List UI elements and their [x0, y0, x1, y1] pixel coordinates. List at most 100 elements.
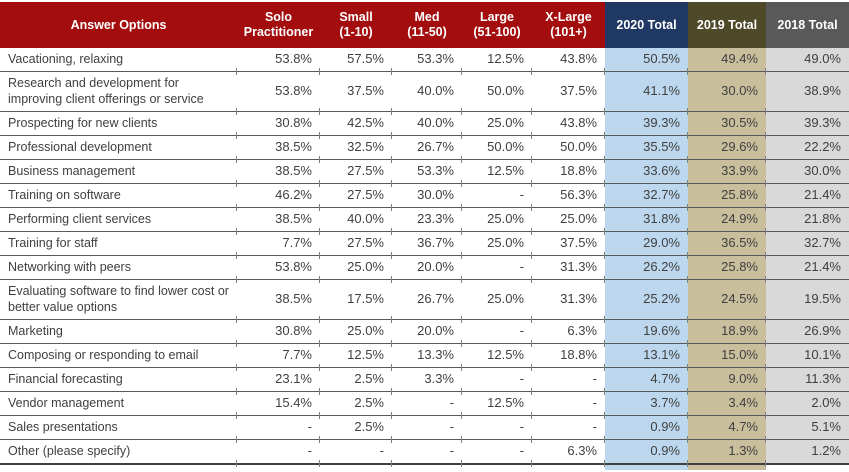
- value-cell: -: [319, 439, 392, 466]
- column-header-answer-options: Answer Options: [0, 2, 237, 48]
- value-cell: 41.1%: [604, 71, 688, 115]
- value-cell: 15.4%: [236, 391, 320, 419]
- value-cell: 12.5%: [319, 343, 392, 371]
- value-cell: 50.0%: [461, 71, 532, 115]
- value-cell: 12.5%: [461, 48, 532, 75]
- value-cell: 30.8%: [236, 319, 320, 347]
- row-label: Prospecting for new clients: [0, 111, 237, 136]
- header-row: Answer Options Solo Practitioner Small (1-…: [0, 2, 849, 48]
- row-label: Business management: [0, 159, 237, 184]
- value-cell: 26.2%: [604, 255, 688, 283]
- value-cell: 53.8%: [236, 71, 320, 115]
- value-cell: 29.0%: [604, 231, 688, 259]
- value-cell: 32.7%: [604, 183, 688, 211]
- value-cell: 23.1%: [236, 367, 320, 395]
- strip-cell: [0, 464, 237, 470]
- strip-cell: [766, 464, 849, 470]
- value-cell: 17.5%: [319, 279, 392, 323]
- value-cell: 21.8%: [765, 207, 849, 235]
- value-cell: 23.3%: [391, 207, 462, 235]
- value-cell: 40.0%: [391, 71, 462, 115]
- value-cell: 4.7%: [604, 367, 688, 395]
- strip-cell: [392, 464, 462, 470]
- value-cell: 12.5%: [461, 343, 532, 371]
- table-row: Professional development 38.5% 32.5% 26.7% 5…: [0, 135, 849, 163]
- column-header-2019-total: 2019 Total: [688, 2, 766, 48]
- value-cell: 27.5%: [319, 183, 392, 211]
- value-cell: 13.1%: [604, 343, 688, 371]
- value-cell: 2.5%: [319, 391, 392, 419]
- value-cell: 53.3%: [391, 159, 462, 187]
- row-label: Training on software: [0, 183, 237, 208]
- value-cell: -: [391, 391, 462, 419]
- row-label: Financial forecasting: [0, 367, 237, 392]
- value-cell: 24.9%: [687, 207, 766, 235]
- value-cell: -: [236, 439, 320, 466]
- table-row: Evaluating software to find lower cost o…: [0, 279, 849, 323]
- value-cell: 30.0%: [687, 71, 766, 115]
- column-header-large-51-100: Large (51-100): [462, 2, 532, 48]
- value-cell: -: [531, 391, 605, 419]
- value-cell: 50.0%: [461, 135, 532, 163]
- value-cell: 38.5%: [236, 135, 320, 163]
- value-cell: 25.0%: [461, 207, 532, 235]
- value-cell: 43.8%: [531, 48, 605, 75]
- table-row: Vacationing, relaxing 53.8% 57.5% 53.3% 12.5…: [0, 48, 849, 75]
- value-cell: 3.3%: [391, 367, 462, 395]
- value-cell: 53.8%: [236, 48, 320, 75]
- table-row: Composing or responding to email 7.7% 12.5…: [0, 343, 849, 371]
- value-cell: 4.7%: [687, 415, 766, 443]
- value-cell: 40.0%: [391, 111, 462, 139]
- value-cell: 2.0%: [765, 391, 849, 419]
- value-cell: 32.7%: [765, 231, 849, 259]
- value-cell: 12.5%: [461, 159, 532, 187]
- table-row: Training for staff 7.7% 27.5% 36.7% 25.0% 37.…: [0, 231, 849, 259]
- strip-cell: [605, 464, 688, 470]
- value-cell: -: [531, 415, 605, 443]
- value-cell: 25.8%: [687, 255, 766, 283]
- value-cell: 3.4%: [687, 391, 766, 419]
- value-cell: 37.5%: [531, 71, 605, 115]
- value-cell: 21.4%: [765, 255, 849, 283]
- value-cell: 21.4%: [765, 183, 849, 211]
- table-row: Training on software 46.2% 27.5% 30.0% -56.3…: [0, 183, 849, 211]
- row-label: Professional development: [0, 135, 237, 160]
- table-footer: [0, 464, 849, 470]
- value-cell: 19.6%: [604, 319, 688, 347]
- value-cell: 25.0%: [319, 255, 392, 283]
- value-cell: -: [391, 415, 462, 443]
- value-cell: 25.0%: [461, 279, 532, 323]
- value-cell: 20.0%: [391, 319, 462, 347]
- value-cell: 27.5%: [319, 159, 392, 187]
- value-cell: 25.8%: [687, 183, 766, 211]
- value-cell: 30.0%: [391, 183, 462, 211]
- value-cell: 25.2%: [604, 279, 688, 323]
- row-label: Marketing: [0, 319, 237, 344]
- value-cell: 26.9%: [765, 319, 849, 347]
- table-row: Prospecting for new clients 30.8% 42.5% 40.…: [0, 111, 849, 139]
- value-cell: 22.2%: [765, 135, 849, 163]
- value-cell: 7.7%: [236, 343, 320, 371]
- column-header-2020-total: 2020 Total: [605, 2, 688, 48]
- strip-cell: [688, 464, 766, 470]
- value-cell: 2.5%: [319, 367, 392, 395]
- column-header-small-1-10: Small (1-10): [320, 2, 392, 48]
- value-cell: 1.2%: [765, 439, 849, 466]
- value-cell: 30.8%: [236, 111, 320, 139]
- value-cell: 25.0%: [531, 207, 605, 235]
- value-cell: 24.5%: [687, 279, 766, 323]
- value-cell: 6.3%: [531, 319, 605, 347]
- value-cell: 53.8%: [236, 255, 320, 283]
- value-cell: 25.0%: [319, 319, 392, 347]
- value-cell: 30.0%: [765, 159, 849, 187]
- value-cell: 38.5%: [236, 207, 320, 235]
- strip-cell: [462, 464, 532, 470]
- value-cell: 18.8%: [531, 343, 605, 371]
- value-cell: 0.9%: [604, 439, 688, 466]
- value-cell: 32.5%: [319, 135, 392, 163]
- value-cell: -: [461, 319, 532, 347]
- value-cell: 26.7%: [391, 279, 462, 323]
- value-cell: 27.5%: [319, 231, 392, 259]
- value-cell: 30.5%: [687, 111, 766, 139]
